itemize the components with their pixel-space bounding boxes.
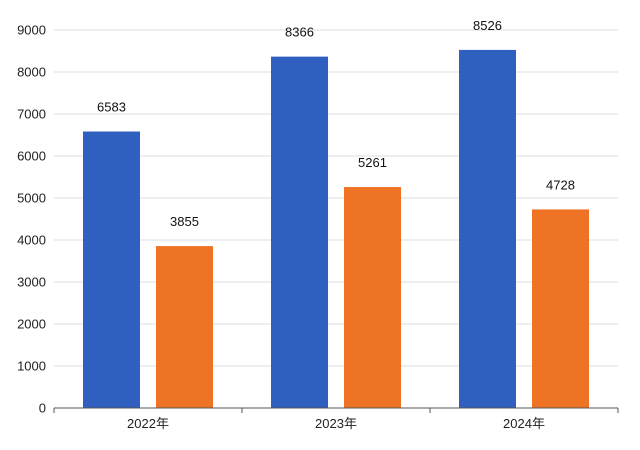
x-tick-label: 2023年 xyxy=(315,416,357,431)
y-tick-label: 3000 xyxy=(17,275,46,290)
bar xyxy=(344,187,401,408)
y-tick-label: 0 xyxy=(39,401,46,416)
bars xyxy=(83,49,589,409)
y-axis-ticks: 0 1000 2000 3000 4000 5000 6000 7000 8000 9000 xyxy=(17,23,46,416)
y-tick-label: 1000 xyxy=(17,359,46,374)
y-tick-label: 2000 xyxy=(17,317,46,332)
bar xyxy=(459,49,516,409)
x-tick-label: 2024年 xyxy=(503,416,545,431)
y-tick-label: 7000 xyxy=(17,107,46,122)
data-label: 8366 xyxy=(285,25,314,40)
y-tick-label: 8000 xyxy=(17,65,46,80)
data-labels: 6583 3855 8366 5261 8526 4728 xyxy=(97,18,575,229)
data-label: 8526 xyxy=(473,18,502,33)
y-tick-label: 4000 xyxy=(17,233,46,248)
data-label: 6583 xyxy=(97,100,126,115)
x-axis-ticks: 2022年 2023年 2024年 xyxy=(53,408,619,431)
data-label: 3855 xyxy=(170,214,199,229)
y-tick-label: 5000 xyxy=(17,191,46,206)
data-label: 5261 xyxy=(358,155,387,170)
bar xyxy=(83,131,140,408)
gridlines xyxy=(54,29,618,409)
y-tick-label: 9000 xyxy=(17,23,46,38)
bar xyxy=(271,56,328,409)
bar xyxy=(532,209,589,408)
bar xyxy=(156,246,213,408)
y-tick-label: 6000 xyxy=(17,149,46,164)
data-label: 4728 xyxy=(546,177,575,192)
x-tick-label: 2022年 xyxy=(127,416,169,431)
